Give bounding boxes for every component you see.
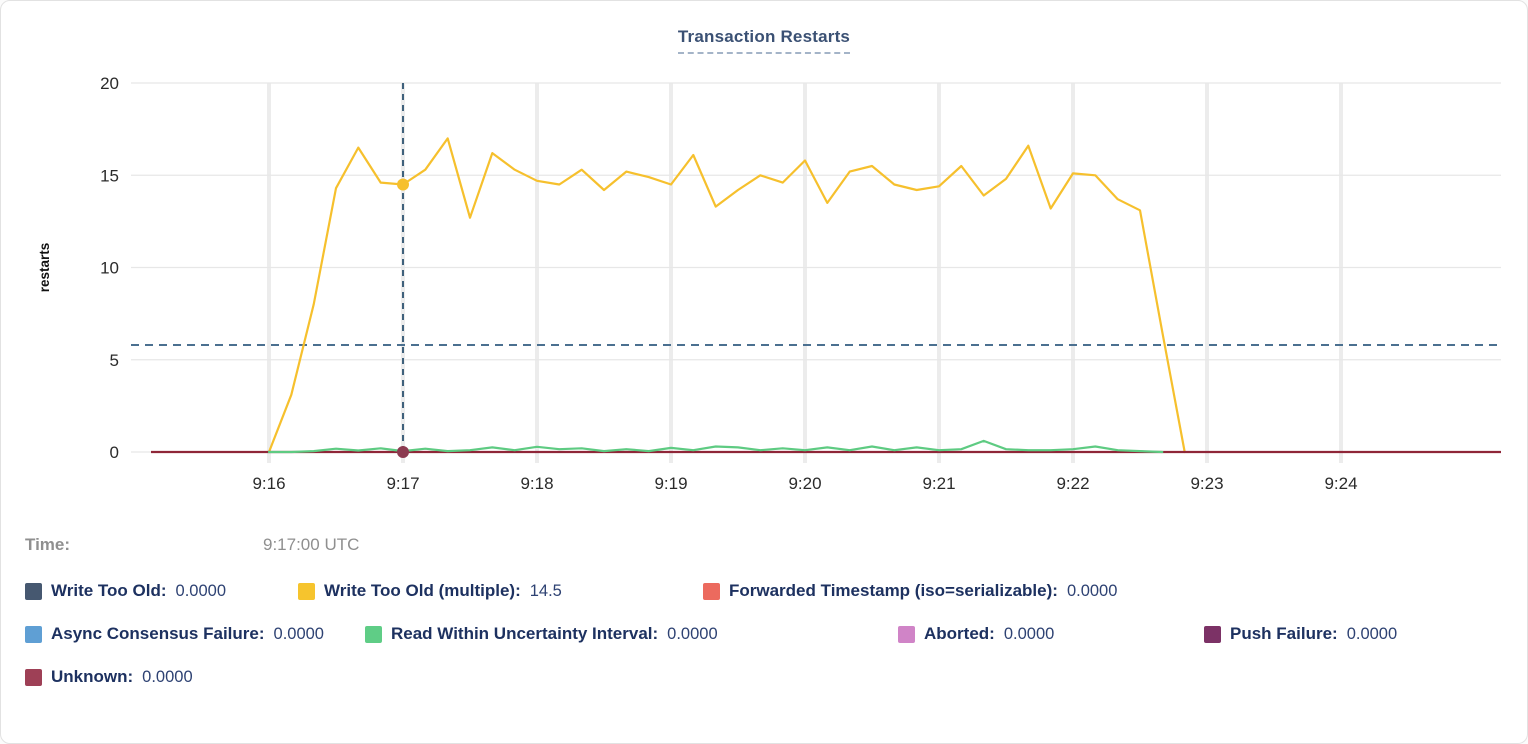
legend-label: Async Consensus Failure: (51, 624, 265, 643)
legend-label: Push Failure: (1230, 624, 1338, 643)
legend-color-swatch (25, 668, 42, 686)
series-line (267, 439, 1164, 454)
legend-item-unknown[interactable]: Unknown: 0.0000 (25, 667, 193, 687)
x-tick-label: 9:21 (922, 474, 955, 493)
y-axis-label: restarts (37, 243, 52, 293)
legend-value: 0.0000 (142, 667, 193, 686)
chart-legend: Write Too Old: 0.0000 Write Too Old (multi… (1, 581, 1527, 687)
legend-row-2: Async Consensus Failure: 0.0000 Read Withi… (25, 624, 1527, 644)
legend-label: Write Too Old: (51, 581, 167, 600)
legend-value: 0.0000 (1003, 624, 1055, 643)
legend-label: Aborted: (924, 624, 995, 643)
legend-color-swatch (898, 625, 915, 643)
legend-label: Read Within Uncertainty Interval: (391, 624, 659, 643)
x-tick-label: 9:20 (788, 474, 821, 493)
legend-value: 0.0000 (667, 624, 718, 643)
y-tick-label: 10 (100, 259, 119, 278)
legend-item-read-within-uncertainty-interval[interactable]: Read Within Uncertainty Interval: 0.0000 (365, 624, 898, 644)
legend-color-swatch (365, 625, 382, 643)
legend-value: 0.0000 (1346, 624, 1398, 643)
y-tick-label: 5 (110, 351, 119, 370)
time-value: 9:17:00 UTC (263, 535, 360, 554)
x-tick-label: 9:23 (1190, 474, 1223, 493)
series-line (267, 137, 1186, 454)
legend-label: Write Too Old (multiple): (324, 581, 521, 600)
x-tick-label: 9:22 (1056, 474, 1089, 493)
legend-color-swatch (25, 625, 42, 643)
legend-row-3: Unknown: 0.0000 (25, 667, 1527, 687)
y-tick-label: 0 (110, 443, 119, 462)
hover-point-dot (397, 178, 409, 191)
legend-item-write-too-old[interactable]: Write Too Old: 0.0000 (25, 581, 298, 601)
legend-row-1: Write Too Old: 0.0000 Write Too Old (multi… (25, 581, 1527, 601)
legend-item-write-too-old-multiple[interactable]: Write Too Old (multiple): 14.5 (298, 581, 703, 601)
legend-color-swatch (703, 582, 720, 600)
hover-time-row: Time: 9:17:00 UTC (1, 535, 1527, 555)
legend-value: 0.0000 (273, 624, 324, 643)
transaction-restarts-chart[interactable]: 9:16 9:17 9:18 9:19 9:20 9:21 9:22 9:23 9:24 0 5 10… (1, 61, 1528, 511)
y-tick-label: 15 (100, 166, 119, 185)
chart-title[interactable]: Transaction Restarts (677, 27, 851, 54)
time-label: Time: (25, 535, 71, 554)
legend-value: 0.0000 (175, 581, 226, 600)
x-tick-label: 9:18 (520, 474, 553, 493)
legend-color-swatch (1204, 625, 1221, 643)
hover-point-dot (397, 446, 409, 458)
legend-value: 0.0000 (1066, 581, 1118, 600)
legend-item-forwarded-timestamp-iso-serializable[interactable]: Forwarded Timestamp (iso=serializable): 0… (703, 581, 1117, 601)
legend-label: Unknown: (51, 667, 134, 686)
legend-item-async-consensus-failure[interactable]: Async Consensus Failure: 0.0000 (25, 624, 365, 644)
legend-item-aborted[interactable]: Aborted: 0.0000 (898, 624, 1204, 644)
chart-header: Transaction Restarts (1, 1, 1527, 61)
x-tick-label: 9:17 (386, 474, 419, 493)
legend-label: Forwarded Timestamp (iso=serializable): (729, 581, 1058, 600)
legend-item-push-failure[interactable]: Push Failure: 0.0000 (1204, 624, 1397, 644)
x-tick-label: 9:16 (252, 474, 285, 493)
legend-value: 14.5 (529, 581, 562, 600)
legend-color-swatch (298, 582, 315, 600)
y-tick-label: 20 (100, 74, 119, 93)
legend-color-swatch (25, 582, 42, 600)
x-tick-label: 9:24 (1324, 474, 1357, 493)
x-tick-label: 9:19 (654, 474, 687, 493)
